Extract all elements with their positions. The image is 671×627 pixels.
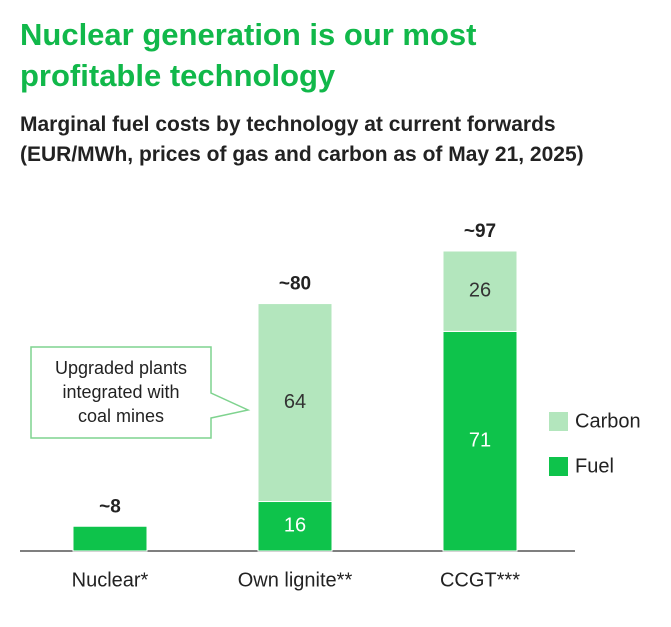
total-label: ~80	[279, 274, 311, 295]
x-tick-label: Nuclear*	[72, 569, 149, 591]
total-label: ~97	[464, 221, 496, 242]
legend-label: Fuel	[575, 455, 614, 477]
segment-label: 64	[284, 391, 306, 413]
total-label: ~8	[99, 496, 121, 517]
bar-segment	[72, 525, 148, 552]
annotation-line: coal mines	[78, 406, 164, 426]
annotation-line: integrated with	[62, 382, 179, 402]
bar-segment	[442, 330, 518, 552]
subtitle-line: Marginal fuel costs by technology at cur…	[20, 113, 556, 136]
title-line: profitable technology	[20, 58, 336, 93]
bar-segment	[442, 250, 518, 332]
legend-label: Carbon	[575, 410, 641, 432]
subtitle-line: (EUR/MWh, prices of gas and carbon as of…	[20, 143, 584, 166]
legend-swatch	[549, 457, 568, 476]
bar-segment	[257, 303, 333, 503]
chart-subtitle: Marginal fuel costs by technology at cur…	[20, 113, 584, 166]
segment-label: 71	[469, 429, 491, 451]
segment-label: 26	[469, 279, 491, 301]
title-line: Nuclear generation is our most	[20, 17, 477, 52]
callout-box	[30, 346, 251, 439]
legend-swatch	[549, 412, 568, 431]
annotation-line: Upgraded plants	[55, 358, 187, 378]
x-tick-label: Own lignite**	[238, 569, 353, 591]
bar-segment	[257, 501, 333, 552]
chart-title: Nuclear generation is our most profitable…	[20, 17, 477, 93]
segment-label: 16	[284, 515, 306, 537]
x-tick-label: CCGT***	[440, 569, 520, 591]
